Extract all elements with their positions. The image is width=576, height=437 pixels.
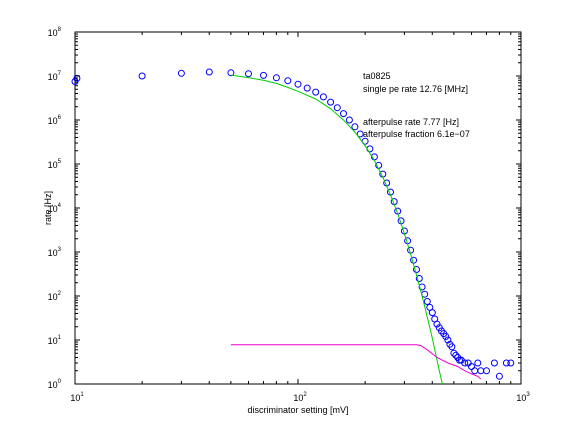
data-point [507,359,515,367]
data-point [490,359,498,367]
annotation-tube-id: ta0825 [363,71,391,81]
y-tick-exponent: 4 [58,203,62,209]
data-point [73,74,81,82]
x-tick-exponent: 1 [80,392,84,398]
y-tick-label: 101 [48,335,62,346]
series-line-1 [230,74,444,385]
data-point [450,349,458,357]
data-point [272,74,280,82]
y-tick-exponent: 5 [58,159,62,165]
annotation-afterpulse-rate: afterpulse rate 7.77 [Hz] [363,117,459,127]
data-point [502,359,510,367]
y-tick-exponent: 6 [58,115,62,121]
annotation-single-pe-rate: single pe rate 12.76 [MHz] [363,84,468,94]
y-tick-label: 107 [48,71,62,82]
data-point [442,333,450,340]
y-tick-label: 103 [48,247,62,258]
x-tick-label: 102 [293,392,307,403]
data-point [428,309,436,317]
data-point [245,70,252,78]
data-point [319,93,327,101]
data-point [461,359,469,367]
x-tick-label: 101 [70,392,84,403]
x-tick-label: 103 [516,392,530,403]
y-tick-exponent: 3 [58,247,62,253]
x-tick-exponent: 2 [303,392,307,398]
data-point [448,343,456,351]
x-tick-exponent: 3 [526,392,530,398]
data-point [433,320,441,328]
y-tick-exponent: 2 [58,291,62,297]
data-point [418,283,426,291]
y-tick-label: 108 [48,27,62,38]
y-tick-label: 105 [48,159,62,170]
data-point [294,80,302,88]
data-point [227,69,235,77]
data-point [284,77,292,85]
data-point [474,359,482,367]
y-tick-label: 106 [48,115,62,126]
y-axis-label: rate [Hz] [43,191,53,225]
data-point [138,72,146,80]
y-tick-label: 100 [48,379,62,390]
data-point [327,98,335,106]
x-axis-label: discriminator setting [mV] [247,405,348,415]
series-line-2 [230,344,482,380]
annotation-afterpulse-fraction: afterpulse fraction 6.1e−07 [363,129,470,139]
data-point [351,123,359,131]
y-tick-exponent: 8 [58,27,62,33]
data-point [356,130,364,138]
data-point [495,372,503,380]
data-point [423,298,431,305]
data-point [177,69,185,77]
plot-area [74,31,522,385]
data-point [452,351,460,359]
data-point [444,336,452,344]
data-point [415,275,423,282]
y-tick-exponent: 1 [58,335,62,341]
data-point [260,71,267,79]
y-tick-exponent: 7 [58,71,62,77]
y-tick-label: 104 [48,203,62,214]
y-tick-label: 102 [48,291,62,302]
data-point [303,84,311,92]
data-point [483,367,490,375]
data-point [413,266,420,273]
data-point [205,68,213,76]
data-point [340,110,347,118]
data-point [333,104,341,112]
data-layer [71,68,515,385]
data-point [345,116,353,124]
data-point [312,88,320,96]
y-tick-exponent: 0 [58,379,62,385]
